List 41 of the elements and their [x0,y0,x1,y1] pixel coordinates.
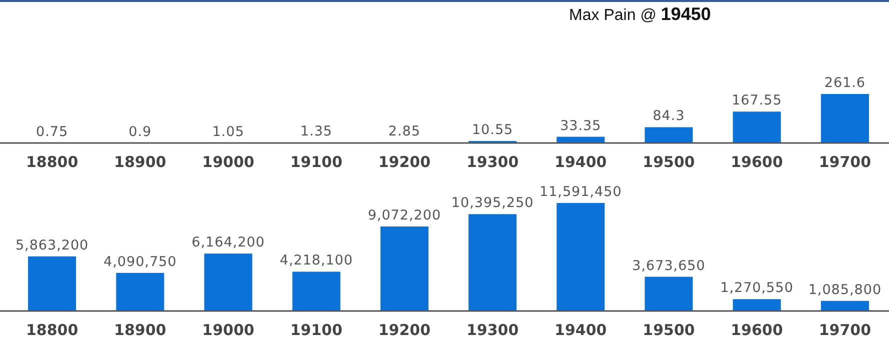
x-tick-label: 18900 [114,321,166,339]
data-label: 1,270,550 [720,280,794,296]
x-tick-label: 18800 [26,321,78,339]
x-tick-label: 19100 [290,321,342,339]
x-tick-label: 19500 [642,153,695,171]
data-label: 2.85 [388,123,420,140]
x-tick-label: 19600 [730,321,783,339]
data-label: 167.55 [732,92,782,109]
data-label: 6,164,200 [192,234,265,251]
x-tick-label: 19400 [554,321,607,339]
data-label: 4,090,750 [104,254,177,270]
data-label: 5,863,200 [15,237,89,254]
x-tick-label: 19600 [730,153,783,171]
x-tick-label: 18800 [26,153,78,171]
data-label: 33.35 [560,118,602,134]
data-label: 10.55 [472,122,514,138]
x-tick-label: 19400 [554,153,607,171]
x-tick-label: 18900 [114,153,166,171]
data-label: 3,673,650 [632,258,706,274]
x-tick-label: 19100 [290,153,342,171]
x-tick-label: 19200 [378,321,431,339]
data-label: 4,218,100 [280,252,353,269]
x-tick-label: 19000 [202,321,254,339]
x-tick-label: 19700 [818,153,872,171]
data-label: 1.35 [300,124,332,140]
data-label: 261.6 [824,75,866,91]
x-tick-label: 19000 [202,153,254,171]
x-tick-label: 19200 [378,153,431,171]
data-label: 9,072,200 [368,207,442,224]
x-tick-label: 19300 [466,321,519,339]
data-label: 1,085,800 [808,282,882,298]
data-label: 11,591,450 [540,184,622,200]
data-label: 1.05 [212,124,244,140]
data-label: 0.75 [36,124,68,140]
x-tick-label: 19700 [818,321,872,339]
chart-title: Max Pain @ 19450 [569,4,711,24]
data-label: 10,395,250 [451,195,534,212]
data-label: 0.9 [128,124,152,140]
x-tick-label: 19500 [642,321,695,339]
data-label: 84.3 [652,108,685,124]
x-tick-label: 19300 [466,153,519,171]
